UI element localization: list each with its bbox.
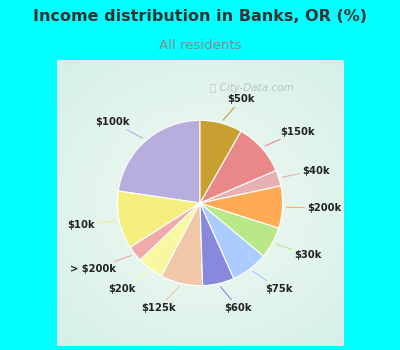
Wedge shape xyxy=(200,131,276,203)
Text: $40k: $40k xyxy=(282,166,330,177)
Text: ⓘ City-Data.com: ⓘ City-Data.com xyxy=(210,83,294,93)
Wedge shape xyxy=(130,203,200,260)
Text: $125k: $125k xyxy=(141,287,179,313)
Text: $10k: $10k xyxy=(68,220,115,230)
Wedge shape xyxy=(162,203,203,286)
Text: $75k: $75k xyxy=(253,271,292,294)
Wedge shape xyxy=(200,120,241,203)
Wedge shape xyxy=(118,120,200,203)
Text: $200k: $200k xyxy=(286,203,341,213)
Wedge shape xyxy=(200,203,234,286)
Wedge shape xyxy=(200,186,283,228)
Text: $100k: $100k xyxy=(95,117,143,138)
Wedge shape xyxy=(117,191,200,247)
Wedge shape xyxy=(200,170,281,203)
Text: Income distribution in Banks, OR (%): Income distribution in Banks, OR (%) xyxy=(33,9,367,24)
Text: > $200k: > $200k xyxy=(70,256,131,274)
Text: $50k: $50k xyxy=(223,94,255,120)
Text: $60k: $60k xyxy=(221,287,252,313)
Text: $30k: $30k xyxy=(276,244,322,260)
Text: All residents: All residents xyxy=(159,38,241,51)
Wedge shape xyxy=(200,203,264,279)
Text: $20k: $20k xyxy=(108,271,147,294)
Wedge shape xyxy=(200,203,279,256)
Wedge shape xyxy=(140,203,200,276)
Text: $150k: $150k xyxy=(265,127,315,146)
